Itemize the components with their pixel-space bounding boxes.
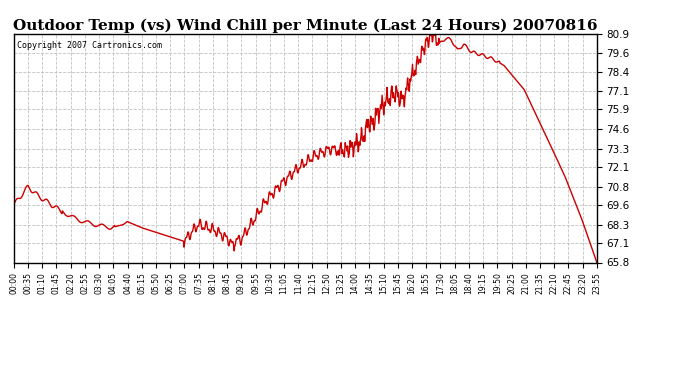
Title: Outdoor Temp (vs) Wind Chill per Minute (Last 24 Hours) 20070816: Outdoor Temp (vs) Wind Chill per Minute … (13, 18, 598, 33)
Text: Copyright 2007 Cartronics.com: Copyright 2007 Cartronics.com (17, 40, 161, 50)
